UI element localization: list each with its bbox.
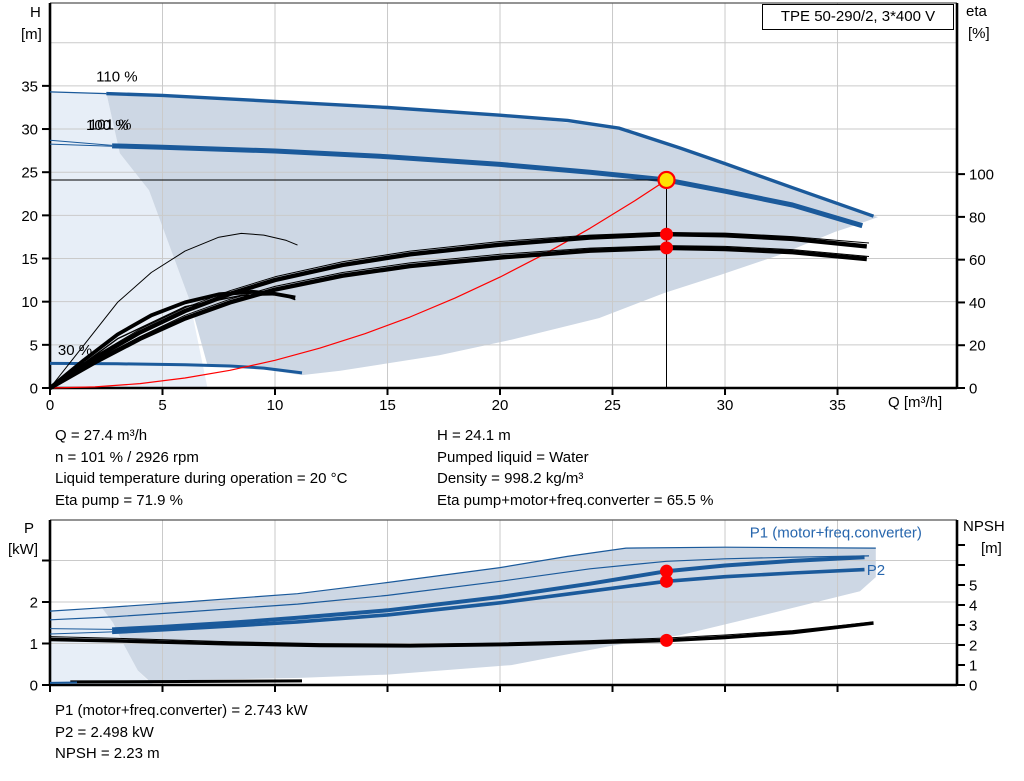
speed-label-100: 100 % — [86, 117, 129, 134]
right-tick-label: 3 — [969, 618, 977, 635]
p1-lead — [49, 628, 113, 630]
h-axis-title: H — [30, 4, 41, 21]
h-curve-100pct-lead-a — [49, 139, 113, 146]
p1-legend-label: P1 (motor+freq.converter) — [750, 525, 922, 542]
x-tick-label: 15 — [379, 397, 396, 414]
x-tick-label: 10 — [267, 397, 284, 414]
right-tick-label: 0 — [969, 678, 977, 695]
info-line-q: Q = 27.4 m³/h — [55, 427, 148, 444]
eta-pump-point — [660, 227, 674, 241]
info-line-eta: Eta pump = 71.9 % — [55, 491, 183, 509]
right-tick-label: 80 — [969, 209, 986, 226]
p1-tol — [49, 555, 870, 621]
p-axis-title: P — [24, 520, 35, 537]
duty-info-right: H = 24.1 m Pumped liquid = Water Density… — [437, 425, 713, 511]
right-tick-label: 5 — [969, 578, 977, 595]
x-tick-label: 35 — [829, 397, 846, 414]
power-npsh-chart: 0 1 2 0 1 2 3 4 5 P1 (motor+freq.converter) P2 — [30, 519, 977, 695]
left-tick-label: 25 — [21, 165, 38, 182]
info-line-p2: P2 = 2.498 kW — [55, 723, 154, 741]
info-line-npsh: NPSH = 2.23 m — [55, 745, 160, 762]
right-tick-label: 0 — [969, 381, 977, 398]
h-axis-unit: [m] — [21, 26, 42, 43]
eta-total-point — [660, 241, 674, 255]
eta-total-curve — [48, 245, 868, 390]
left-tick-label: 5 — [30, 337, 38, 354]
p1-point — [660, 564, 674, 578]
x-tick-label: 25 — [604, 397, 621, 414]
right-tick-label: 20 — [969, 338, 986, 355]
info-line-etatot: Eta pump+motor+freq.converter = 65.5 % — [437, 491, 714, 509]
left-tick-label: 1 — [30, 636, 38, 653]
npsh-axis-title: NPSH — [963, 518, 1005, 535]
h-curve-110pct-lead — [49, 91, 107, 95]
q-axis-title: Q [m³/h] — [888, 394, 943, 411]
duty-info-left: Q = 27.4 m³/h n = 101 % / 2926 rpm Liqui… — [55, 425, 347, 511]
left-tick-label: 35 — [21, 78, 38, 95]
p2-legend-label: P2 — [867, 562, 885, 579]
eta-30pct-thin — [49, 232, 298, 389]
qh-eta-chart: 0 5 10 15 20 25 30 35 0 5 10 15 20 25 30 35 0 20 40 60 80 100… — [21, 2, 994, 414]
power-range-dark — [101, 547, 876, 681]
info-line-n: n = 101 % / 2926 rpm — [55, 448, 199, 466]
left-tick-label: 30 — [21, 122, 38, 139]
right-tick-label: 100 — [969, 167, 994, 184]
info-line-h: H = 24.1 m — [437, 427, 511, 444]
p2-lead — [49, 631, 113, 635]
speed-label-101: 101 % — [89, 116, 132, 133]
p-axis-unit: [kW] — [8, 541, 38, 558]
power-range-light — [50, 607, 156, 685]
npsh-curve — [49, 621, 874, 648]
operating-range-dark — [106, 92, 879, 376]
npsh-axis-unit: [m] — [981, 540, 1002, 557]
eta-30pct-curve — [48, 289, 296, 390]
h-curve-30pct — [49, 361, 303, 375]
left-tick-label: 20 — [21, 208, 38, 225]
power-info: P1 (motor+freq.converter) = 2.743 kW P2 … — [55, 700, 308, 765]
h-curve-110pct — [106, 91, 875, 218]
info-line-liquid: Pumped liquid = Water — [437, 448, 589, 466]
left-tick-label: 2 — [30, 595, 38, 612]
left-tick-label: 0 — [30, 678, 38, 695]
right-tick-label: 4 — [969, 598, 977, 615]
left-tick-label: 10 — [21, 294, 38, 311]
p2-curve — [112, 567, 865, 635]
speed-label-110: 110 % — [96, 69, 137, 86]
right-tick-label: 40 — [969, 295, 986, 312]
right-tick-label: 1 — [969, 658, 977, 675]
x-tick-label: 0 — [46, 397, 54, 414]
left-tick-label: 15 — [21, 251, 38, 268]
x-tick-label: 30 — [717, 397, 734, 414]
x-tick-label: 5 — [158, 397, 166, 414]
h-curve-101pct — [112, 143, 864, 229]
p1-upper-limit — [49, 546, 876, 612]
pump-title-box: TPE 50-290/2, 3*400 V — [762, 4, 954, 30]
info-line-temp: Liquid temperature during operation = 20… — [55, 470, 348, 487]
eta-30pct-tol — [49, 294, 296, 389]
p1-curve — [112, 555, 865, 632]
info-line-density: Density = 998.2 kg/m³ — [437, 470, 584, 487]
eta-axis-unit: [%] — [968, 25, 990, 42]
p2-point — [660, 574, 674, 588]
right-tick-label: 2 — [969, 638, 977, 655]
npsh-point — [660, 633, 674, 647]
x-tick-label: 20 — [492, 397, 509, 414]
h-curve-100pct-lead-b — [49, 143, 113, 147]
eta-pump-curve — [48, 231, 868, 390]
eta-axis-title: eta — [966, 3, 987, 20]
left-tick-label: 0 — [30, 381, 38, 398]
p-30pct-curve — [70, 679, 303, 684]
duty-point — [657, 170, 676, 190]
right-tick-label: 60 — [969, 252, 986, 269]
speed-label-30: 30 % — [58, 342, 92, 359]
info-line-p1: P1 (motor+freq.converter) = 2.743 kW — [55, 702, 308, 719]
